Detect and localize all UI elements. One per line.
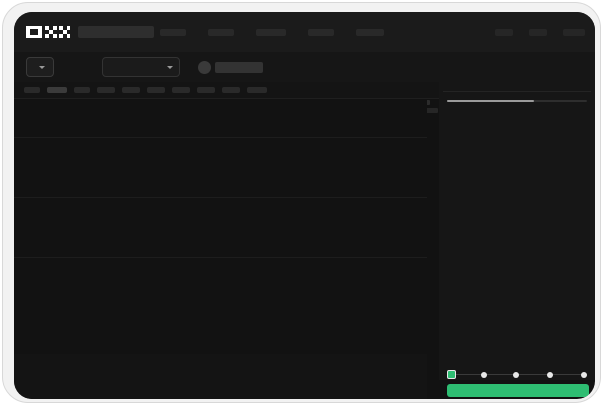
header-action-1[interactable] — [495, 29, 513, 36]
slider-stop[interactable] — [581, 371, 587, 378]
chevron-down-icon — [167, 65, 173, 69]
orders-panel — [14, 354, 427, 399]
nav-item-1[interactable] — [160, 29, 186, 36]
order-form — [439, 306, 595, 380]
timeframe-1[interactable] — [24, 87, 40, 93]
timeframe-10[interactable] — [247, 87, 267, 93]
okx-logo[interactable] — [26, 25, 70, 39]
gridline — [14, 257, 427, 258]
coin-avatar — [198, 61, 211, 74]
order-book-scrollbar[interactable] — [447, 100, 587, 102]
slider-track — [451, 374, 587, 375]
header-action-2[interactable] — [529, 29, 547, 36]
header-actions — [495, 29, 585, 36]
timeframe-6[interactable] — [147, 87, 165, 93]
header-action-3[interactable] — [563, 29, 585, 36]
slider-handle[interactable] — [447, 370, 456, 379]
place-buy-order-button[interactable] — [447, 384, 589, 397]
gridline — [14, 137, 427, 138]
slider-stop[interactable] — [513, 371, 519, 378]
candlestick-series — [14, 99, 427, 304]
nav-item-5[interactable] — [356, 29, 384, 36]
chevron-down-icon — [39, 65, 45, 69]
divider — [443, 91, 591, 92]
price-chart[interactable] — [14, 99, 427, 354]
gridline — [14, 197, 427, 198]
nav-item-2[interactable] — [208, 29, 234, 36]
slider-stop[interactable] — [547, 371, 553, 378]
amount-percent-slider[interactable] — [447, 370, 589, 379]
device-screen — [14, 12, 595, 399]
timeframe-2[interactable] — [47, 87, 67, 93]
orders-cards — [14, 359, 427, 369]
slider-stop[interactable] — [481, 371, 487, 378]
pair-select[interactable] — [102, 57, 180, 77]
volume-series — [14, 306, 427, 346]
app-header — [14, 12, 595, 52]
timeframe-3[interactable] — [74, 87, 90, 93]
nav-item-4[interactable] — [308, 29, 334, 36]
timeframe-4[interactable] — [97, 87, 115, 93]
timeframe-5[interactable] — [122, 87, 140, 93]
market-type-selector[interactable] — [26, 57, 54, 77]
pair-name-label — [215, 62, 263, 73]
timeframe-7[interactable] — [172, 87, 190, 93]
market-subbar — [14, 52, 595, 113]
market-depth-chart — [392, 107, 440, 307]
order-book-view-modes — [439, 82, 595, 91]
primary-nav — [160, 29, 384, 36]
timeframe-8[interactable] — [197, 87, 215, 93]
order-book-rows — [439, 92, 595, 96]
timeframe-9[interactable] — [222, 87, 240, 93]
search-input[interactable] — [78, 26, 154, 38]
nav-item-3[interactable] — [256, 29, 286, 36]
